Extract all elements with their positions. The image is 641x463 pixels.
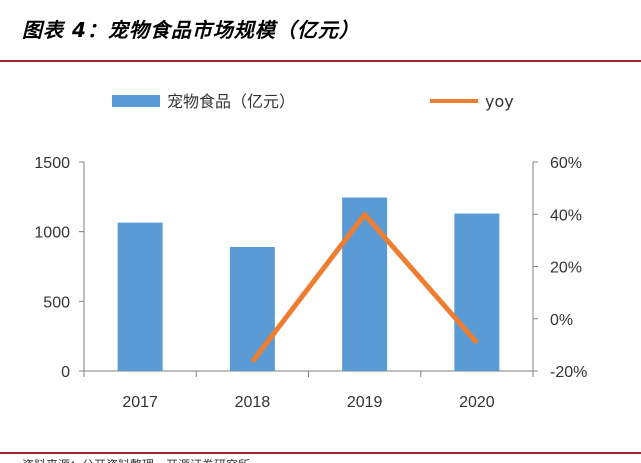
left-tick-label: 500 xyxy=(43,294,70,311)
source-note: 资料来源：公开资料整理，开源证券研究所 xyxy=(22,456,250,463)
figure-title: 图表 4：宠物食品市场规模（亿元） xyxy=(22,18,360,42)
x-tick-label: 2019 xyxy=(347,394,383,411)
left-tick-label: 1000 xyxy=(34,225,70,242)
bar-2017 xyxy=(117,222,163,371)
bar-2018 xyxy=(229,246,275,371)
legend-line-label: yoy xyxy=(485,92,514,111)
bar-2020 xyxy=(454,213,500,371)
x-tick-label: 2017 xyxy=(122,394,158,411)
right-tick-label: -20% xyxy=(550,364,587,381)
footer-rule xyxy=(0,452,641,454)
left-tick-label: 0 xyxy=(61,364,70,381)
bar-series xyxy=(117,197,500,371)
bar-2019 xyxy=(342,197,388,371)
legend-bar-label: 宠物食品（亿元） xyxy=(167,92,295,111)
legend-bar-swatch xyxy=(112,95,160,107)
x-tick-label: 2018 xyxy=(235,394,271,411)
x-tick-label: 2020 xyxy=(459,394,495,411)
tick-labels: 0 500 1000 1500 -20% 0% 20% 40% 60% 2017 2018 2019 2… xyxy=(34,155,587,411)
left-tick-label: 1500 xyxy=(34,155,70,172)
right-tick-label: 40% xyxy=(550,207,582,224)
right-tick-label: 0% xyxy=(550,312,573,329)
title-rule xyxy=(0,60,641,62)
line-series xyxy=(250,212,479,364)
right-tick-label: 20% xyxy=(550,260,582,277)
right-tick-label: 60% xyxy=(550,155,582,172)
